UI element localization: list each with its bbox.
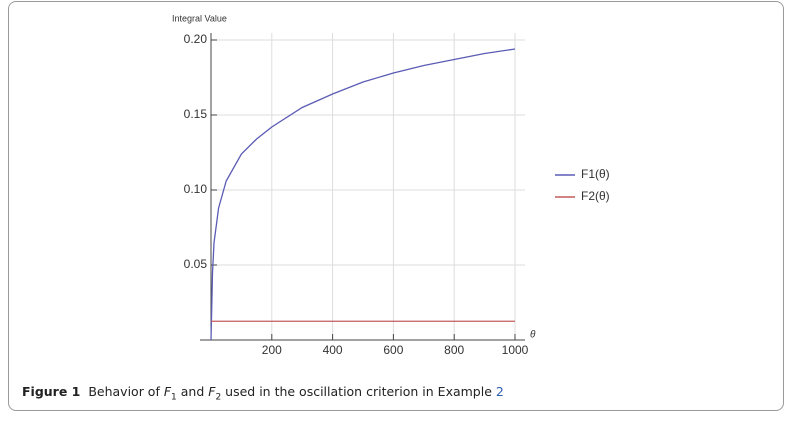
y-axis-label: Integral Value	[172, 13, 227, 23]
chart: Integral Value θ 0.05 0.10 0.15 0.20 200 400 6…	[172, 13, 610, 357]
caption-text: 2	[215, 392, 222, 403]
legend-label: F1(θ)	[581, 167, 610, 181]
y-tick-label: 0.05	[184, 257, 208, 271]
caption-link[interactable]: 2	[495, 384, 504, 399]
caption-text: F	[163, 384, 172, 399]
caption-text: 1	[171, 392, 177, 403]
caption: Figure 1 Behavior of F1 and F2 used in t…	[22, 384, 504, 403]
y-tick-label: 0.15	[184, 107, 208, 121]
figure-frame	[8, 1, 784, 411]
x-tick-label: 800	[444, 343, 464, 357]
x-tick-label: 600	[383, 343, 403, 357]
x-tick-label: 400	[323, 343, 343, 357]
caption-text: Behavior of	[88, 384, 164, 399]
y-tick-label: 0.20	[184, 32, 208, 46]
caption-text: F	[208, 384, 216, 399]
x-tick-label: 1000	[502, 343, 529, 357]
legend-label: F2(θ)	[581, 189, 610, 203]
x-axis-label: θ	[530, 330, 536, 341]
caption-text: and	[176, 384, 209, 399]
line	[210, 48, 516, 341]
caption-text: used in the oscillation criterion in Exa…	[221, 384, 496, 399]
caption-label: Figure 1	[22, 384, 81, 399]
x-tick-label: 200	[262, 343, 282, 357]
y-tick-label: 0.10	[184, 182, 208, 196]
